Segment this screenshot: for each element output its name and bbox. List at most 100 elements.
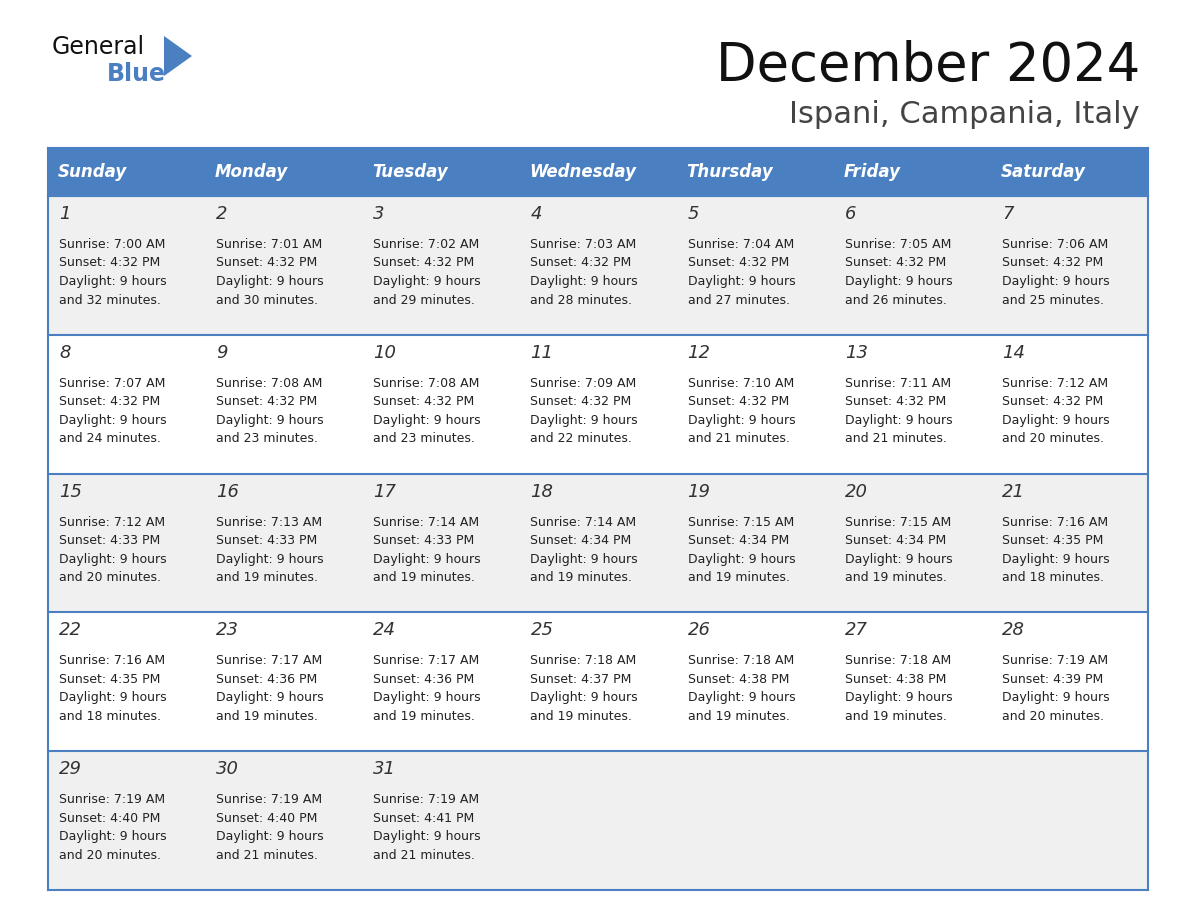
Text: Daylight: 9 hours: Daylight: 9 hours [688, 275, 795, 288]
Text: Sunset: 4:38 PM: Sunset: 4:38 PM [845, 673, 946, 686]
Text: 25: 25 [530, 621, 554, 640]
Text: Sunset: 4:38 PM: Sunset: 4:38 PM [688, 673, 789, 686]
Text: and 30 minutes.: and 30 minutes. [216, 294, 318, 307]
Text: Sunrise: 7:14 AM: Sunrise: 7:14 AM [373, 516, 480, 529]
Text: 6: 6 [845, 205, 857, 223]
Text: and 19 minutes.: and 19 minutes. [688, 571, 790, 584]
Text: Saturday: Saturday [1000, 163, 1086, 181]
Text: Daylight: 9 hours: Daylight: 9 hours [373, 414, 481, 427]
Text: Sunrise: 7:19 AM: Sunrise: 7:19 AM [373, 793, 480, 806]
Text: and 29 minutes.: and 29 minutes. [373, 294, 475, 307]
Bar [48, 196, 1148, 335]
Text: Sunset: 4:32 PM: Sunset: 4:32 PM [216, 256, 317, 270]
Text: Sunset: 4:32 PM: Sunset: 4:32 PM [530, 256, 632, 270]
Bar [519, 148, 677, 196]
Text: Sunrise: 7:08 AM: Sunrise: 7:08 AM [373, 376, 480, 390]
Text: and 19 minutes.: and 19 minutes. [216, 710, 318, 722]
Text: Sunset: 4:35 PM: Sunset: 4:35 PM [59, 673, 160, 686]
Text: Daylight: 9 hours: Daylight: 9 hours [373, 691, 481, 704]
Text: 29: 29 [59, 760, 82, 778]
Text: Daylight: 9 hours: Daylight: 9 hours [373, 275, 481, 288]
Text: Sunrise: 7:17 AM: Sunrise: 7:17 AM [373, 655, 480, 667]
Text: Sunset: 4:32 PM: Sunset: 4:32 PM [59, 256, 160, 270]
Text: Monday: Monday [215, 163, 289, 181]
Text: Daylight: 9 hours: Daylight: 9 hours [59, 414, 166, 427]
Text: Sunset: 4:34 PM: Sunset: 4:34 PM [530, 534, 632, 547]
Text: Daylight: 9 hours: Daylight: 9 hours [373, 553, 481, 565]
Text: 16: 16 [216, 483, 239, 500]
Text: 11: 11 [530, 344, 554, 362]
Text: 18: 18 [530, 483, 554, 500]
Text: Sunset: 4:32 PM: Sunset: 4:32 PM [59, 396, 160, 409]
Text: Sunset: 4:32 PM: Sunset: 4:32 PM [1001, 396, 1104, 409]
Text: Sunset: 4:32 PM: Sunset: 4:32 PM [373, 396, 474, 409]
Text: Sunset: 4:39 PM: Sunset: 4:39 PM [1001, 673, 1104, 686]
Text: Daylight: 9 hours: Daylight: 9 hours [845, 691, 953, 704]
Text: Sunset: 4:32 PM: Sunset: 4:32 PM [688, 256, 789, 270]
Text: Daylight: 9 hours: Daylight: 9 hours [845, 275, 953, 288]
Text: Sunrise: 7:05 AM: Sunrise: 7:05 AM [845, 238, 952, 251]
Bar [677, 148, 834, 196]
Text: Sunset: 4:32 PM: Sunset: 4:32 PM [845, 256, 946, 270]
Text: and 21 minutes.: and 21 minutes. [688, 432, 790, 445]
Text: 3: 3 [373, 205, 385, 223]
Text: Sunset: 4:40 PM: Sunset: 4:40 PM [216, 812, 317, 824]
Text: Tuesday: Tuesday [372, 163, 448, 181]
Text: Sunset: 4:32 PM: Sunset: 4:32 PM [216, 396, 317, 409]
Text: Daylight: 9 hours: Daylight: 9 hours [688, 553, 795, 565]
Text: Daylight: 9 hours: Daylight: 9 hours [530, 275, 638, 288]
Text: Daylight: 9 hours: Daylight: 9 hours [845, 414, 953, 427]
Text: Sunrise: 7:10 AM: Sunrise: 7:10 AM [688, 376, 794, 390]
Text: Sunset: 4:32 PM: Sunset: 4:32 PM [530, 396, 632, 409]
Text: and 19 minutes.: and 19 minutes. [216, 571, 318, 584]
Text: and 26 minutes.: and 26 minutes. [845, 294, 947, 307]
Text: Daylight: 9 hours: Daylight: 9 hours [216, 414, 324, 427]
Text: and 18 minutes.: and 18 minutes. [59, 710, 162, 722]
Text: and 18 minutes.: and 18 minutes. [1001, 571, 1104, 584]
Text: 2: 2 [216, 205, 228, 223]
Text: 15: 15 [59, 483, 82, 500]
Text: and 19 minutes.: and 19 minutes. [373, 710, 475, 722]
Text: 23: 23 [216, 621, 239, 640]
Text: Sunset: 4:35 PM: Sunset: 4:35 PM [1001, 534, 1104, 547]
Text: Daylight: 9 hours: Daylight: 9 hours [373, 830, 481, 844]
Text: Daylight: 9 hours: Daylight: 9 hours [1001, 275, 1110, 288]
Text: Daylight: 9 hours: Daylight: 9 hours [530, 553, 638, 565]
Text: Sunset: 4:36 PM: Sunset: 4:36 PM [373, 673, 474, 686]
Text: Thursday: Thursday [687, 163, 773, 181]
Text: Daylight: 9 hours: Daylight: 9 hours [216, 830, 324, 844]
Text: 8: 8 [59, 344, 70, 362]
Text: 13: 13 [845, 344, 867, 362]
Text: and 28 minutes.: and 28 minutes. [530, 294, 632, 307]
Text: Sunrise: 7:16 AM: Sunrise: 7:16 AM [59, 655, 165, 667]
Text: Sunset: 4:33 PM: Sunset: 4:33 PM [216, 534, 317, 547]
Text: 19: 19 [688, 483, 710, 500]
Text: 9: 9 [216, 344, 228, 362]
Text: Sunrise: 7:04 AM: Sunrise: 7:04 AM [688, 238, 794, 251]
Text: Daylight: 9 hours: Daylight: 9 hours [216, 553, 324, 565]
Text: and 21 minutes.: and 21 minutes. [216, 849, 318, 862]
Text: Sunrise: 7:18 AM: Sunrise: 7:18 AM [688, 655, 794, 667]
Text: Sunset: 4:33 PM: Sunset: 4:33 PM [59, 534, 160, 547]
Text: Sunset: 4:36 PM: Sunset: 4:36 PM [216, 673, 317, 686]
Bar [834, 148, 991, 196]
Text: and 23 minutes.: and 23 minutes. [373, 432, 475, 445]
Polygon shape [164, 36, 192, 76]
Text: 12: 12 [688, 344, 710, 362]
Text: 26: 26 [688, 621, 710, 640]
Text: Sunrise: 7:00 AM: Sunrise: 7:00 AM [59, 238, 165, 251]
Text: Sunrise: 7:16 AM: Sunrise: 7:16 AM [1001, 516, 1108, 529]
Text: Sunrise: 7:12 AM: Sunrise: 7:12 AM [1001, 376, 1108, 390]
Text: Sunrise: 7:19 AM: Sunrise: 7:19 AM [1001, 655, 1108, 667]
Text: Sunrise: 7:15 AM: Sunrise: 7:15 AM [688, 516, 794, 529]
Text: Sunrise: 7:19 AM: Sunrise: 7:19 AM [216, 793, 322, 806]
Text: Sunrise: 7:15 AM: Sunrise: 7:15 AM [845, 516, 950, 529]
Text: and 20 minutes.: and 20 minutes. [1001, 710, 1104, 722]
Bar [48, 335, 1148, 474]
Text: Blue: Blue [107, 62, 166, 86]
Text: Daylight: 9 hours: Daylight: 9 hours [530, 691, 638, 704]
Text: and 19 minutes.: and 19 minutes. [530, 710, 632, 722]
Text: and 21 minutes.: and 21 minutes. [373, 849, 475, 862]
Text: 14: 14 [1001, 344, 1025, 362]
Text: Sunset: 4:37 PM: Sunset: 4:37 PM [530, 673, 632, 686]
